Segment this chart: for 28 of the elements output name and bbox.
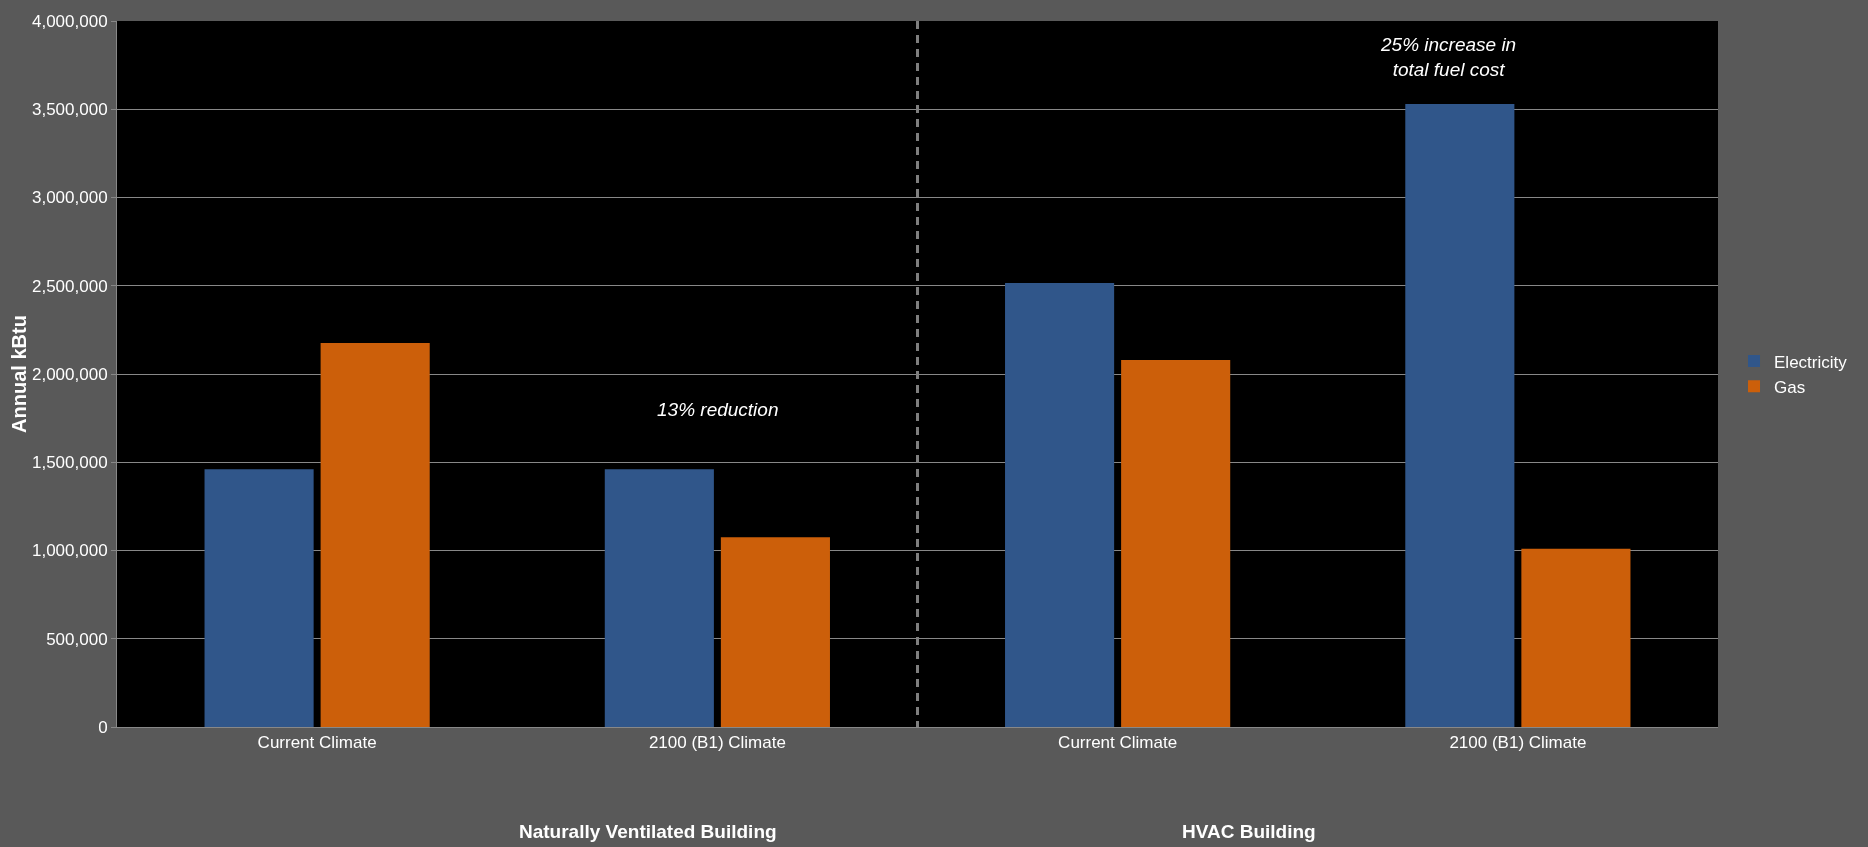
text: Naturally Ventilated Building [519, 821, 777, 842]
y-tick-label: 1,000,000 [31, 541, 108, 561]
y-tick-label: 500,000 [46, 629, 108, 649]
bar [320, 343, 430, 727]
annotation: 25% increase in total fuel cost [1380, 34, 1517, 80]
y-axis-title: Annual kBtu [7, 315, 30, 433]
y-tick-label: 0 [98, 717, 108, 737]
text: HVAC Building [1182, 821, 1316, 842]
x-tick-label: Current Climate [257, 733, 377, 753]
bar [604, 469, 714, 727]
bar [720, 537, 830, 727]
bar [1005, 283, 1115, 727]
y-tick-label: 3,500,000 [31, 100, 108, 120]
x-tick-label: 2100 (B1) Climate [1449, 733, 1587, 753]
bar [204, 469, 314, 727]
bar [1121, 359, 1231, 727]
annotation: 13% reduction [657, 399, 779, 420]
y-tick-label: 4,000,000 [31, 11, 108, 31]
x-tick-label: Current Climate [1058, 733, 1178, 753]
bar [1521, 548, 1631, 727]
x-tick-label: 2100 (B1) Climate [648, 733, 786, 753]
legend-label: Gas [1774, 377, 1806, 397]
bar [1405, 103, 1515, 727]
y-tick-label: 1,500,000 [31, 453, 108, 473]
legend-label: Electricity [1774, 352, 1848, 372]
y-tick-label: 3,000,000 [31, 188, 108, 208]
y-tick-label: 2,000,000 [31, 364, 108, 384]
y-tick-label: 2,500,000 [31, 276, 108, 296]
